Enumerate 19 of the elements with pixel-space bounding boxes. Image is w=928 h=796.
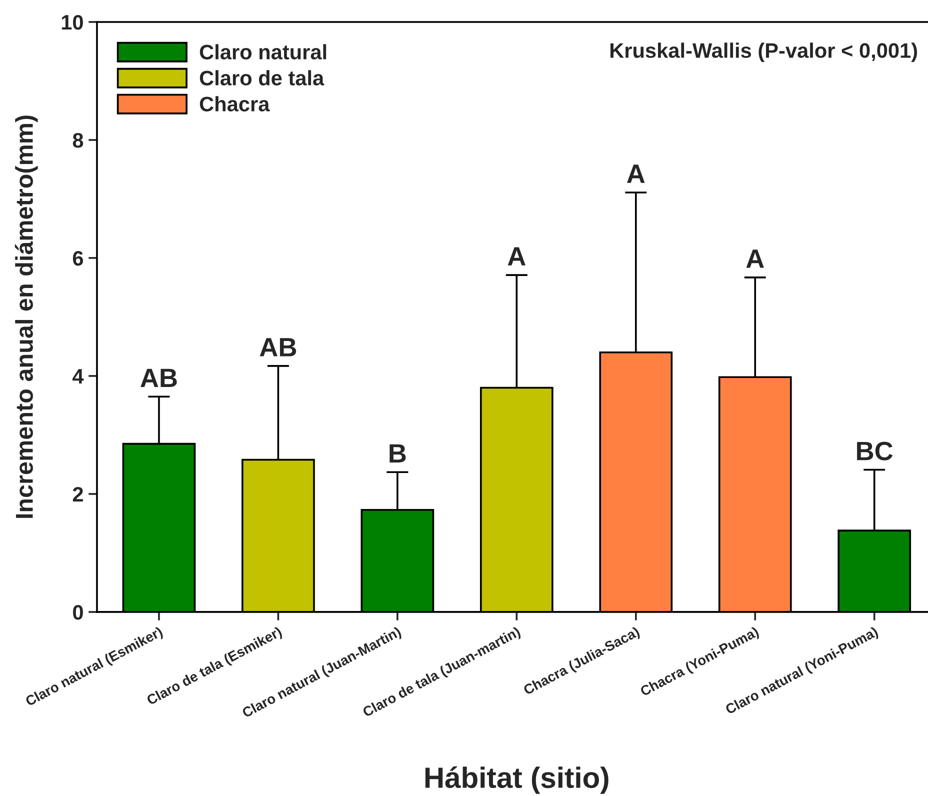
x-axis-title: Hábitat (sitio) bbox=[425, 766, 608, 794]
annotation: A bbox=[627, 164, 645, 183]
annotation: Kruskal-Wallis (P-valor < 0,001) bbox=[610, 42, 918, 62]
annotation: AB bbox=[260, 338, 296, 356]
legend-label: Claro natural bbox=[200, 44, 326, 60]
y-tick-label: 8 bbox=[72, 132, 84, 148]
y-tick-label: 10 bbox=[62, 14, 83, 30]
y-tick-label: 2 bbox=[72, 486, 83, 502]
annotation: A bbox=[508, 247, 526, 266]
y-tick-label: 4 bbox=[72, 369, 84, 384]
annotation: A bbox=[746, 250, 764, 268]
annotation: B bbox=[390, 444, 406, 462]
legend-label: Chacra bbox=[200, 96, 270, 112]
legend-label: Claro de tala bbox=[200, 70, 324, 86]
y-tick-label: 6 bbox=[72, 250, 84, 266]
annotation: AB bbox=[140, 368, 177, 387]
y-axis-title: Incremento anual en diámetro(mm) bbox=[14, 116, 38, 518]
annotation: BC bbox=[857, 442, 893, 460]
y-tick-label: 0 bbox=[73, 604, 83, 620]
